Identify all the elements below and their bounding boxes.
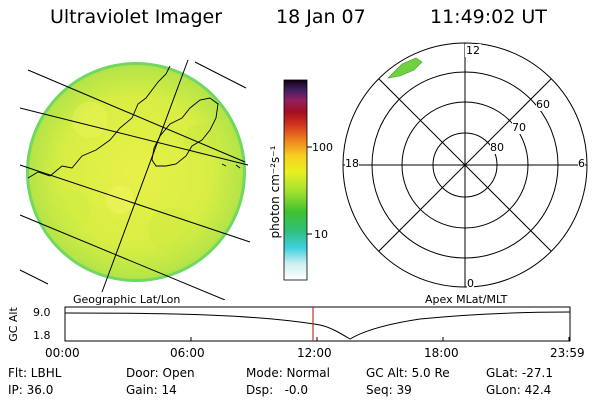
status-dsp: Dsp: -0.0	[246, 383, 309, 397]
mlt-label-12: 12	[465, 44, 481, 57]
time-tick-4: 23:59	[550, 346, 585, 360]
coastline	[27, 65, 241, 179]
status-door: Door: Open	[126, 366, 195, 380]
time-label: 11:49:02 UT	[430, 6, 547, 28]
status-glat: GLat: -27.1	[486, 366, 553, 380]
status-ip: IP: 36.0	[8, 383, 54, 397]
altitude-strip-plot	[64, 306, 571, 342]
time-tick-2: 12:00	[297, 346, 332, 360]
instrument-title: Ultraviolet Imager	[50, 6, 223, 28]
auroral-blob	[387, 57, 423, 79]
left-panel-caption: Geographic Lat/Lon	[73, 293, 181, 306]
mlat-label-70: 70	[512, 121, 526, 134]
polar-plot	[342, 42, 588, 288]
earth-disk-image	[29, 65, 243, 279]
time-tick-0: 00:00	[45, 346, 80, 360]
status-gain: Gain: 14	[126, 383, 177, 397]
mlt-label-18: 18	[345, 157, 359, 170]
status-flt: Flt: LBHL	[8, 366, 62, 380]
status-glon: GLon: 42.4	[486, 383, 552, 397]
colorbar	[283, 79, 312, 281]
status-gc-alt: GC Alt: 5.0 Re	[366, 366, 450, 380]
geographic-image-panel	[19, 59, 251, 300]
right-panel-caption: Apex MLat/MLT	[425, 293, 508, 306]
mlt-label-6: 6	[578, 157, 585, 170]
status-seq: Seq: 39	[366, 383, 412, 397]
emission-texture	[50, 102, 216, 252]
colorbar-tick-10: 10	[314, 228, 328, 241]
time-tick-1: 06:00	[170, 346, 205, 360]
colorbar-unit-label: photon cm⁻²s⁻¹	[268, 145, 282, 239]
status-mode: Mode: Normal	[246, 366, 330, 380]
date-label: 18 Jan 07	[276, 6, 366, 28]
altitude-curve	[64, 311, 571, 340]
altitude-axis-label: GC Alt	[6, 307, 20, 342]
altitude-tick-bottom: 1.8	[33, 329, 51, 342]
polar-meridian-diag2	[378, 78, 552, 252]
colorbar-tick-100: 100	[312, 141, 333, 154]
geo-grid-lines	[19, 59, 251, 300]
mlat-label-80: 80	[490, 141, 504, 154]
time-tick-3: 18:00	[424, 346, 459, 360]
mlat-label-60: 60	[536, 98, 550, 111]
mlt-label-0: 0	[467, 277, 474, 290]
altitude-tick-top: 9.0	[33, 306, 51, 319]
